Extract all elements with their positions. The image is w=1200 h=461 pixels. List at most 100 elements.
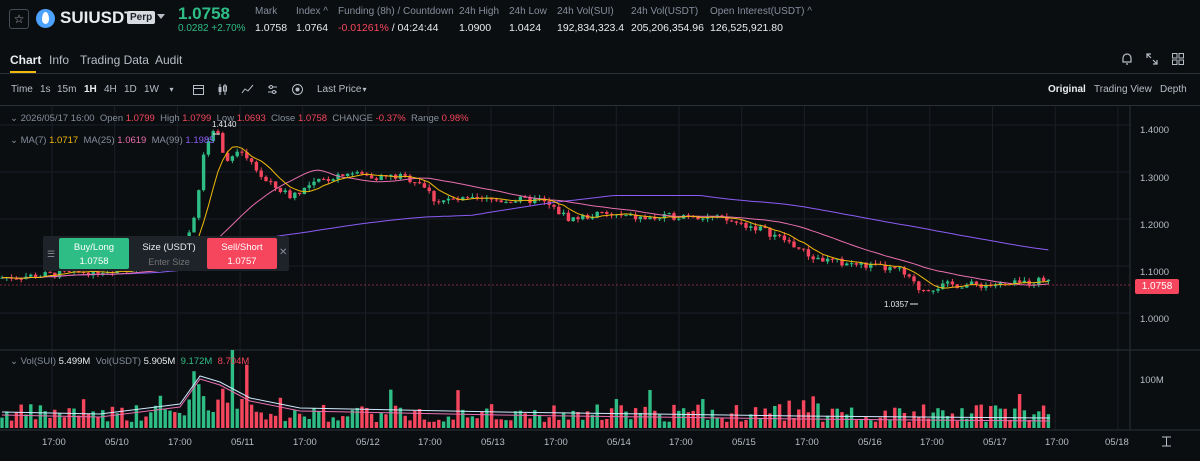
tab-audit[interactable]: Audit [155, 53, 183, 67]
interval-1s[interactable]: 1s [40, 84, 51, 95]
candle-body [494, 199, 499, 201]
volume-bar [216, 399, 220, 428]
candle-body [446, 198, 451, 201]
candle-body [931, 290, 935, 292]
candle-body [451, 198, 455, 200]
volume-bar [432, 421, 436, 428]
stat-value: 1.0900 [459, 22, 492, 34]
bell-icon[interactable] [1120, 52, 1134, 66]
settings-icon[interactable] [266, 83, 279, 96]
tab-trading-data[interactable]: Trading Data [80, 53, 149, 67]
candle-body [581, 215, 585, 220]
volume-bar [729, 413, 734, 428]
price-source-select[interactable]: Last Price [317, 84, 362, 95]
volume-bar [43, 411, 47, 428]
axis-settings-icon[interactable] [1160, 435, 1173, 448]
interval-4h[interactable]: 4H [104, 84, 117, 95]
candle-body [336, 174, 340, 180]
volume-bar [739, 421, 743, 428]
candle-body [43, 272, 47, 277]
star-icon[interactable]: ☆ [9, 9, 29, 29]
interval-1w[interactable]: 1W [144, 84, 159, 95]
candle-body [293, 192, 297, 199]
candle-body [941, 283, 945, 289]
expand-icon[interactable] [1145, 52, 1159, 66]
layout-grid-icon[interactable] [1171, 52, 1185, 66]
volume-bar [609, 408, 614, 428]
interval-15m[interactable]: 15m [57, 84, 77, 95]
candle-body [624, 214, 628, 216]
close-icon[interactable]: ✕ [279, 247, 288, 258]
volume-bar [369, 413, 374, 428]
volume-bar [317, 410, 321, 428]
chevron-down-icon[interactable]: ⌄ [10, 135, 21, 146]
candle-body [273, 181, 278, 188]
candle-body [369, 175, 374, 179]
candlestick-chart[interactable] [0, 106, 1200, 461]
interval-time[interactable]: Time [11, 84, 33, 95]
chevron-down-icon[interactable] [157, 14, 165, 19]
indicators-icon[interactable] [241, 83, 254, 96]
sell-short-button[interactable]: Sell/Short 1.0757 [207, 238, 277, 269]
size-input[interactable] [133, 255, 205, 268]
range-label: Range [411, 113, 440, 124]
chevron-down-icon[interactable]: ▾ [169, 85, 174, 94]
view-original[interactable]: Original [1048, 84, 1086, 95]
tab-info[interactable]: Info [49, 53, 70, 67]
time-tick: 05/17 [983, 437, 1007, 448]
buy-long-button[interactable]: Buy/Long 1.0758 [59, 238, 129, 269]
volume-bar [86, 414, 91, 428]
candle-body [1037, 277, 1041, 285]
chart-grid [0, 106, 1130, 430]
candle-body [811, 256, 815, 260]
stat-value: 1.0424 [509, 22, 542, 34]
stat-value: 126,525,921.80 [710, 22, 783, 34]
volume-bar [581, 419, 585, 428]
volume-bar [355, 407, 359, 428]
view-trading-view[interactable]: Trading View [1094, 84, 1152, 95]
stat-open-interest[interactable]: Open Interest(USDT) ^ 126,525,921.80 [710, 6, 812, 34]
draw-tool-icon[interactable] [291, 83, 304, 96]
volume-bar [557, 419, 561, 428]
calendar-icon[interactable] [192, 83, 205, 96]
candle-body [245, 152, 249, 159]
volume-bar [211, 412, 215, 428]
active-tab-indicator [10, 71, 36, 73]
candle-body [1046, 279, 1051, 282]
stat-value: -0.01261% / 04:24:44 [338, 22, 454, 34]
interval-1h[interactable]: 1H [84, 84, 97, 95]
candle-body [297, 192, 302, 195]
volume-bar [902, 412, 907, 428]
interval-1d[interactable]: 1D [124, 84, 137, 95]
candle-body [211, 131, 215, 142]
stat-index[interactable]: Index ^ 1.0764 [296, 6, 328, 34]
candle-body [893, 267, 897, 269]
volume-bar [936, 408, 940, 428]
chevron-down-icon[interactable]: ⌄ [10, 356, 21, 367]
symbol-name[interactable]: SUIUSDT [60, 8, 135, 27]
candle-body [57, 270, 62, 278]
candle-body [926, 290, 931, 292]
candle-body [422, 183, 427, 188]
drag-handle-icon[interactable]: ☰ [47, 249, 56, 259]
candle-body [67, 270, 71, 272]
candle-body [792, 241, 796, 248]
volume-bar [134, 405, 139, 428]
view-depth[interactable]: Depth [1160, 84, 1187, 95]
volume-bar [259, 412, 263, 428]
candle-body [14, 278, 19, 280]
candle-body [849, 263, 854, 265]
candle-body [552, 204, 556, 207]
time-tick: 05/15 [732, 437, 756, 448]
candle-body [840, 258, 844, 266]
candle-body [345, 173, 350, 176]
candlestick-icon[interactable] [216, 83, 229, 96]
volume-bar [67, 408, 71, 428]
candle-body [950, 281, 955, 285]
chevron-down-icon[interactable]: ⌄ [10, 113, 21, 124]
candle-body [374, 178, 379, 180]
candle-body [667, 213, 671, 215]
chevron-down-icon[interactable]: ▾ [362, 85, 367, 94]
tab-chart[interactable]: Chart [10, 53, 42, 67]
volume-bar [648, 389, 652, 428]
